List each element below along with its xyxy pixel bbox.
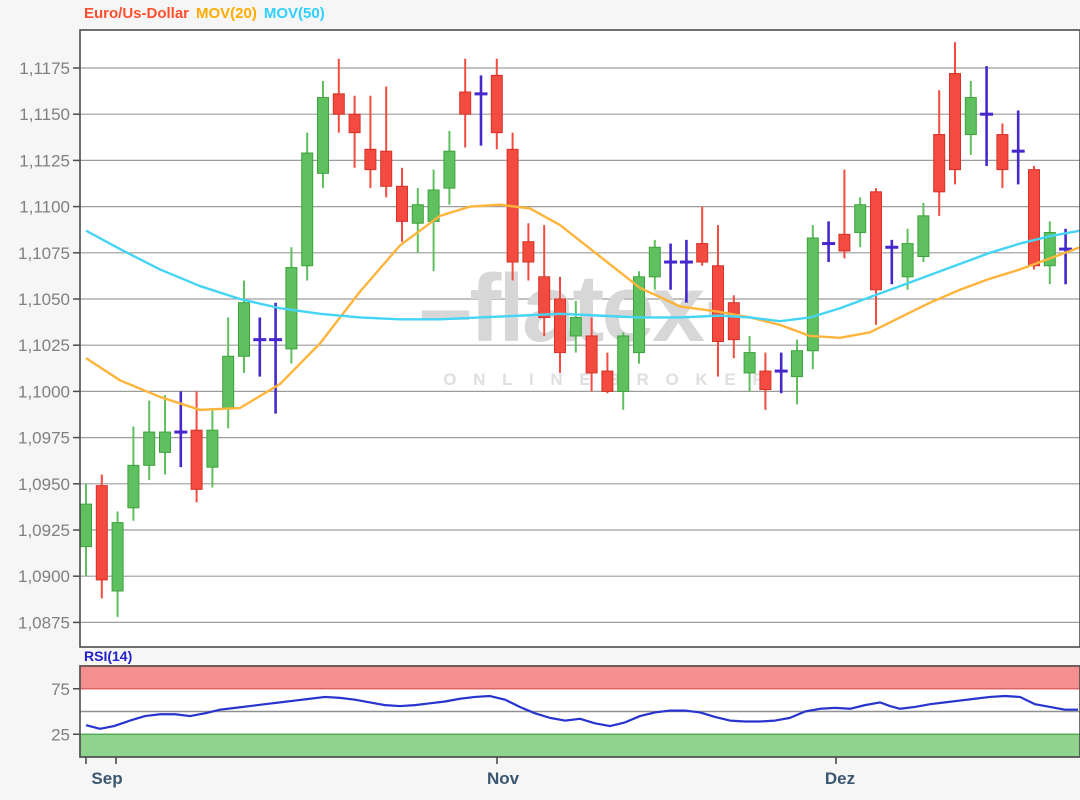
candle-down — [538, 276, 551, 318]
y-axis-label: 1,0950 — [18, 475, 70, 494]
month-label: Dez — [825, 769, 855, 788]
instrument-title: Euro/Us-Dollar — [84, 5, 190, 22]
month-label: Sep — [91, 769, 122, 788]
candle-down — [727, 302, 740, 341]
candle-up — [159, 431, 171, 453]
candle-up — [143, 431, 156, 466]
candle-up — [617, 335, 630, 392]
candle-down — [459, 91, 472, 115]
candle-down — [380, 150, 393, 187]
y-axis-label: 1,0900 — [18, 567, 70, 586]
y-axis-label: 1,1150 — [19, 105, 70, 124]
mov20-legend-label: MOV(20) — [196, 5, 257, 22]
candle-down — [554, 298, 566, 354]
candle-down — [870, 191, 882, 291]
candle-up — [648, 246, 661, 278]
candle-down — [190, 429, 203, 490]
candle-up — [206, 429, 219, 468]
candle-up — [901, 243, 914, 278]
month-label: Nov — [487, 769, 520, 788]
candle-up — [633, 276, 645, 354]
chart-legend: Euro/Us-Dollar MOV(20) MOV(50) — [84, 5, 332, 22]
candle-up — [411, 204, 424, 224]
candle-up — [443, 150, 456, 189]
candle-down — [585, 335, 598, 374]
candle-up — [917, 215, 930, 257]
candle-down — [712, 265, 724, 343]
mov50-legend-label: MOV(50) — [263, 5, 325, 22]
candle-down — [348, 113, 361, 134]
candle-down — [601, 370, 614, 392]
candle-down — [933, 134, 946, 193]
y-axis-label: 1,1125 — [19, 151, 70, 170]
oversold-band — [79, 733, 1080, 758]
y-axis-label: 1,1175 — [19, 59, 70, 78]
y-axis-label: 1,1000 — [18, 382, 70, 401]
mov50-line — [85, 229, 1080, 323]
mov20-line — [85, 203, 1080, 412]
candle-up — [80, 503, 92, 548]
rsi-axis-label: 75 — [51, 680, 70, 699]
candle-up — [238, 302, 250, 357]
candle-up — [854, 204, 867, 233]
candle-down — [396, 185, 408, 222]
rsi-line — [85, 694, 1078, 730]
candle-down — [1028, 169, 1040, 267]
candle-up — [222, 355, 235, 409]
candle-up — [317, 97, 329, 174]
candle-down — [490, 74, 503, 134]
candle-down — [996, 134, 1009, 171]
candle-down — [838, 233, 851, 252]
candle-down — [95, 485, 108, 581]
candle-up — [791, 350, 803, 378]
candle-down — [332, 93, 345, 115]
candle-down — [759, 370, 772, 391]
candle-down — [696, 243, 709, 263]
candle-up — [569, 316, 582, 337]
y-axis-label: 1,0875 — [18, 613, 70, 632]
y-axis-label: 1,0925 — [18, 521, 70, 540]
main-chart-frame — [79, 29, 1080, 648]
rsi-indicator-label[interactable]: RSI(14) — [84, 648, 133, 664]
candle-up — [964, 97, 977, 136]
y-axis-label: 1,1075 — [18, 244, 70, 263]
candle-up — [743, 352, 756, 374]
rsi-axis-label: 25 — [51, 725, 70, 744]
y-axis-label: 1,1025 — [18, 336, 70, 355]
candle-down — [364, 148, 377, 171]
candle-up — [1043, 231, 1056, 267]
candle-up — [806, 237, 819, 352]
rsi-frame — [79, 665, 1080, 758]
y-axis-label: 1,0975 — [18, 429, 70, 448]
candle-up — [301, 152, 314, 267]
candle-up — [127, 464, 140, 509]
candle-down — [522, 241, 535, 263]
overbought-band — [79, 665, 1080, 690]
y-axis-label: 1,1050 — [18, 290, 70, 309]
candle-down — [949, 73, 961, 171]
y-axis-label: 1,1100 — [19, 198, 70, 217]
candle-up — [111, 522, 124, 592]
